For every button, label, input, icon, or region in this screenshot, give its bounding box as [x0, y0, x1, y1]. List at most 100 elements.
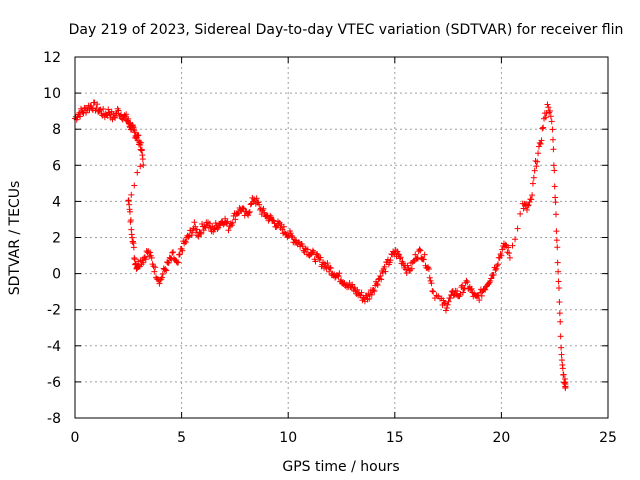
data-point: [551, 167, 558, 174]
data-point: [447, 295, 454, 302]
data-point: [127, 208, 134, 215]
data-point: [442, 300, 449, 307]
data-point: [138, 139, 145, 146]
data-point: [378, 276, 385, 283]
data-point: [358, 289, 365, 296]
data-point: [408, 265, 415, 272]
data-point: [546, 109, 553, 116]
data-point: [130, 244, 137, 251]
data-point: [106, 109, 113, 116]
chart-title: Day 219 of 2023, Sidereal Day-to-day VTE…: [69, 22, 624, 38]
data-point: [499, 246, 506, 253]
data-point: [139, 156, 146, 163]
data-point: [529, 192, 536, 199]
data-point: [425, 265, 432, 272]
data-point: [555, 285, 562, 292]
y-tick-label: 10: [43, 86, 61, 102]
data-point: [193, 226, 200, 233]
data-point: [552, 211, 559, 218]
data-point: [552, 199, 559, 206]
data-point: [105, 106, 112, 113]
data-point: [140, 259, 147, 266]
data-point: [138, 146, 145, 153]
data-point: [549, 136, 556, 143]
data-point: [338, 276, 345, 283]
data-point: [560, 371, 567, 378]
data-point: [557, 333, 564, 340]
data-point: [370, 286, 377, 293]
data-point: [557, 318, 564, 325]
data-point: [191, 219, 198, 226]
data-point: [197, 229, 204, 236]
data-point: [514, 225, 521, 232]
data-point: [232, 216, 239, 223]
data-point: [94, 101, 101, 108]
data-point: [444, 301, 451, 308]
data-point: [463, 277, 470, 284]
data-point: [222, 215, 229, 222]
data-point: [395, 251, 402, 258]
data-point: [440, 297, 447, 304]
data-point: [134, 169, 141, 176]
data-point: [148, 254, 155, 261]
data-point: [468, 285, 475, 292]
data-point: [416, 246, 423, 253]
data-point: [123, 111, 130, 118]
data-point: [381, 263, 388, 270]
data-point: [547, 107, 554, 114]
data-point: [548, 118, 555, 125]
data-point: [492, 267, 499, 274]
data-point: [135, 258, 142, 265]
data-point: [454, 288, 461, 295]
data-point: [156, 280, 163, 287]
data-point: [544, 101, 551, 108]
data-point: [194, 232, 201, 239]
data-point: [482, 286, 489, 293]
x-tick-label: 5: [177, 430, 186, 446]
data-point: [158, 274, 165, 281]
data-point: [288, 232, 295, 239]
data-point: [273, 224, 280, 231]
data-point: [538, 137, 545, 144]
data-point: [182, 239, 189, 246]
data-point: [108, 108, 115, 115]
y-axis-title: SDTVAR / TECUs: [7, 181, 23, 296]
data-point: [368, 291, 375, 298]
data-point: [135, 262, 142, 269]
data-point: [186, 232, 193, 239]
data-point: [555, 278, 562, 285]
data-point: [246, 208, 253, 215]
data-point: [448, 288, 455, 295]
data-points: [72, 99, 569, 392]
data-point: [230, 212, 237, 219]
x-tick-label: 20: [492, 430, 510, 446]
data-point: [554, 259, 561, 266]
data-point: [206, 220, 213, 227]
data-point: [498, 252, 505, 259]
data-point: [549, 126, 556, 133]
data-point: [426, 274, 433, 281]
data-point: [182, 238, 189, 245]
data-point: [512, 236, 519, 243]
y-tick-label: 4: [52, 194, 61, 210]
data-point: [533, 163, 540, 170]
data-point: [382, 268, 389, 275]
data-point: [542, 114, 549, 121]
data-point: [374, 282, 381, 289]
data-point: [520, 205, 527, 212]
y-tick-label: 12: [43, 50, 61, 66]
data-point: [211, 226, 218, 233]
x-axis-title: GPS time / hours: [282, 459, 399, 475]
data-point: [245, 212, 252, 219]
data-point: [525, 202, 532, 209]
data-point: [147, 249, 154, 256]
y-tick-label: 6: [52, 158, 61, 174]
data-point: [476, 297, 483, 304]
data-point: [140, 162, 147, 169]
data-point: [523, 206, 530, 213]
data-point: [445, 298, 452, 305]
data-point: [396, 255, 403, 262]
data-point: [460, 289, 467, 296]
data-point: [119, 116, 126, 123]
